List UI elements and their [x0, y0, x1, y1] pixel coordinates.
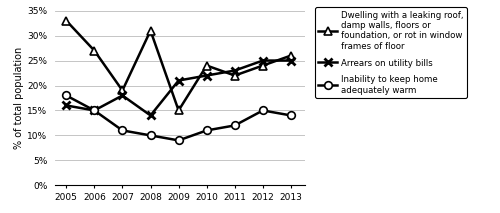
Dwelling with a leaking roof,
damp walls, floors or
foundation, or rot in window
frames of floor: [204, 64, 210, 67]
Dwelling with a leaking roof,
damp walls, floors or
foundation, or rot in window
frames of floor: [63, 19, 69, 22]
Arrears on utility bills: [120, 94, 126, 97]
Inability to keep home
adequately warm: [176, 139, 182, 142]
Arrears on utility bills: [288, 59, 294, 62]
Line: Arrears on utility bills: Arrears on utility bills: [62, 56, 295, 120]
Dwelling with a leaking roof,
damp walls, floors or
foundation, or rot in window
frames of floor: [176, 109, 182, 112]
Arrears on utility bills: [176, 79, 182, 82]
Dwelling with a leaking roof,
damp walls, floors or
foundation, or rot in window
frames of floor: [92, 49, 98, 52]
Arrears on utility bills: [63, 104, 69, 107]
Dwelling with a leaking roof,
damp walls, floors or
foundation, or rot in window
frames of floor: [148, 29, 154, 32]
Inability to keep home
adequately warm: [63, 94, 69, 97]
Legend: Dwelling with a leaking roof,
damp walls, floors or
foundation, or rot in window: Dwelling with a leaking roof, damp walls…: [315, 7, 467, 98]
Inability to keep home
adequately warm: [120, 129, 126, 132]
Arrears on utility bills: [260, 59, 266, 62]
Arrears on utility bills: [232, 69, 238, 72]
Inability to keep home
adequately warm: [288, 114, 294, 117]
Dwelling with a leaking roof,
damp walls, floors or
foundation, or rot in window
frames of floor: [232, 74, 238, 77]
Y-axis label: % of total population: % of total population: [14, 47, 24, 149]
Dwelling with a leaking roof,
damp walls, floors or
foundation, or rot in window
frames of floor: [288, 54, 294, 57]
Dwelling with a leaking roof,
damp walls, floors or
foundation, or rot in window
frames of floor: [120, 89, 126, 92]
Inability to keep home
adequately warm: [204, 129, 210, 132]
Inability to keep home
adequately warm: [232, 124, 238, 127]
Inability to keep home
adequately warm: [148, 134, 154, 137]
Dwelling with a leaking roof,
damp walls, floors or
foundation, or rot in window
frames of floor: [260, 64, 266, 67]
Line: Dwelling with a leaking roof,
damp walls, floors or
foundation, or rot in window
frames of floor: Dwelling with a leaking roof, damp walls…: [62, 17, 295, 114]
Inability to keep home
adequately warm: [260, 109, 266, 112]
Inability to keep home
adequately warm: [92, 109, 98, 112]
Line: Inability to keep home
adequately warm: Inability to keep home adequately warm: [62, 92, 295, 144]
Arrears on utility bills: [92, 109, 98, 112]
Arrears on utility bills: [148, 114, 154, 117]
Arrears on utility bills: [204, 74, 210, 77]
